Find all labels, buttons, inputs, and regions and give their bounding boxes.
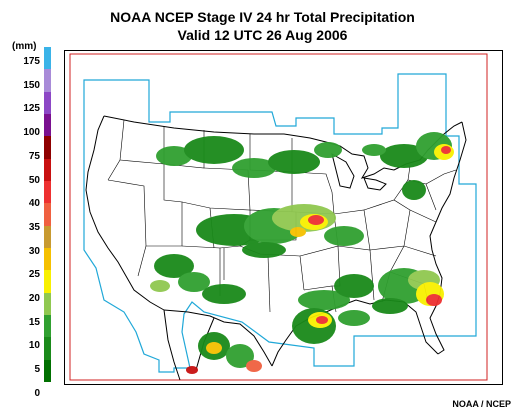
legend-label: 15	[28, 316, 40, 328]
legend-unit: (mm)	[12, 41, 37, 52]
map-frame	[64, 50, 503, 385]
legend-swatch	[44, 248, 51, 271]
legend-swatch	[44, 225, 51, 249]
map-subtitle: Valid 12 UTC 26 Aug 2006	[177, 27, 348, 43]
legend-label: 30	[28, 245, 40, 257]
precipitation-map	[64, 50, 503, 385]
legend-label: 150	[23, 79, 40, 91]
legend-label: 40	[28, 198, 40, 210]
legend-swatch	[44, 359, 51, 383]
legend-swatch	[44, 136, 51, 160]
legend-swatch	[44, 315, 51, 338]
legend-label: 25	[28, 269, 40, 281]
legend-swatch	[44, 292, 51, 316]
legend-swatch	[44, 47, 51, 70]
legend-label: 35	[28, 221, 40, 233]
legend-label: 0	[34, 387, 40, 399]
legend-swatch	[44, 158, 51, 182]
legend-label: 175	[23, 56, 40, 67]
legend-swatch	[44, 203, 51, 227]
legend-swatch	[44, 337, 51, 361]
domain-border	[69, 53, 488, 381]
legend-label: 75	[28, 150, 40, 162]
coverage-boundary	[83, 73, 477, 373]
legend-label: 100	[23, 127, 40, 139]
legend-swatch	[44, 114, 51, 137]
credit-label: NOAA / NCEP	[452, 399, 511, 409]
map-title: NOAA NCEP Stage IV 24 hr Total Precipita…	[110, 9, 415, 25]
legend-swatch	[44, 270, 51, 294]
legend-label: 5	[34, 364, 40, 376]
legend-swatch	[44, 91, 51, 115]
legend-swatch	[44, 69, 51, 93]
legend-label: 10	[28, 340, 40, 352]
legend-label: 125	[23, 103, 40, 115]
legend-label: 50	[28, 174, 40, 186]
legend-label: 20	[28, 293, 40, 304]
legend-swatch	[44, 181, 51, 204]
precipitation-field	[150, 132, 454, 374]
